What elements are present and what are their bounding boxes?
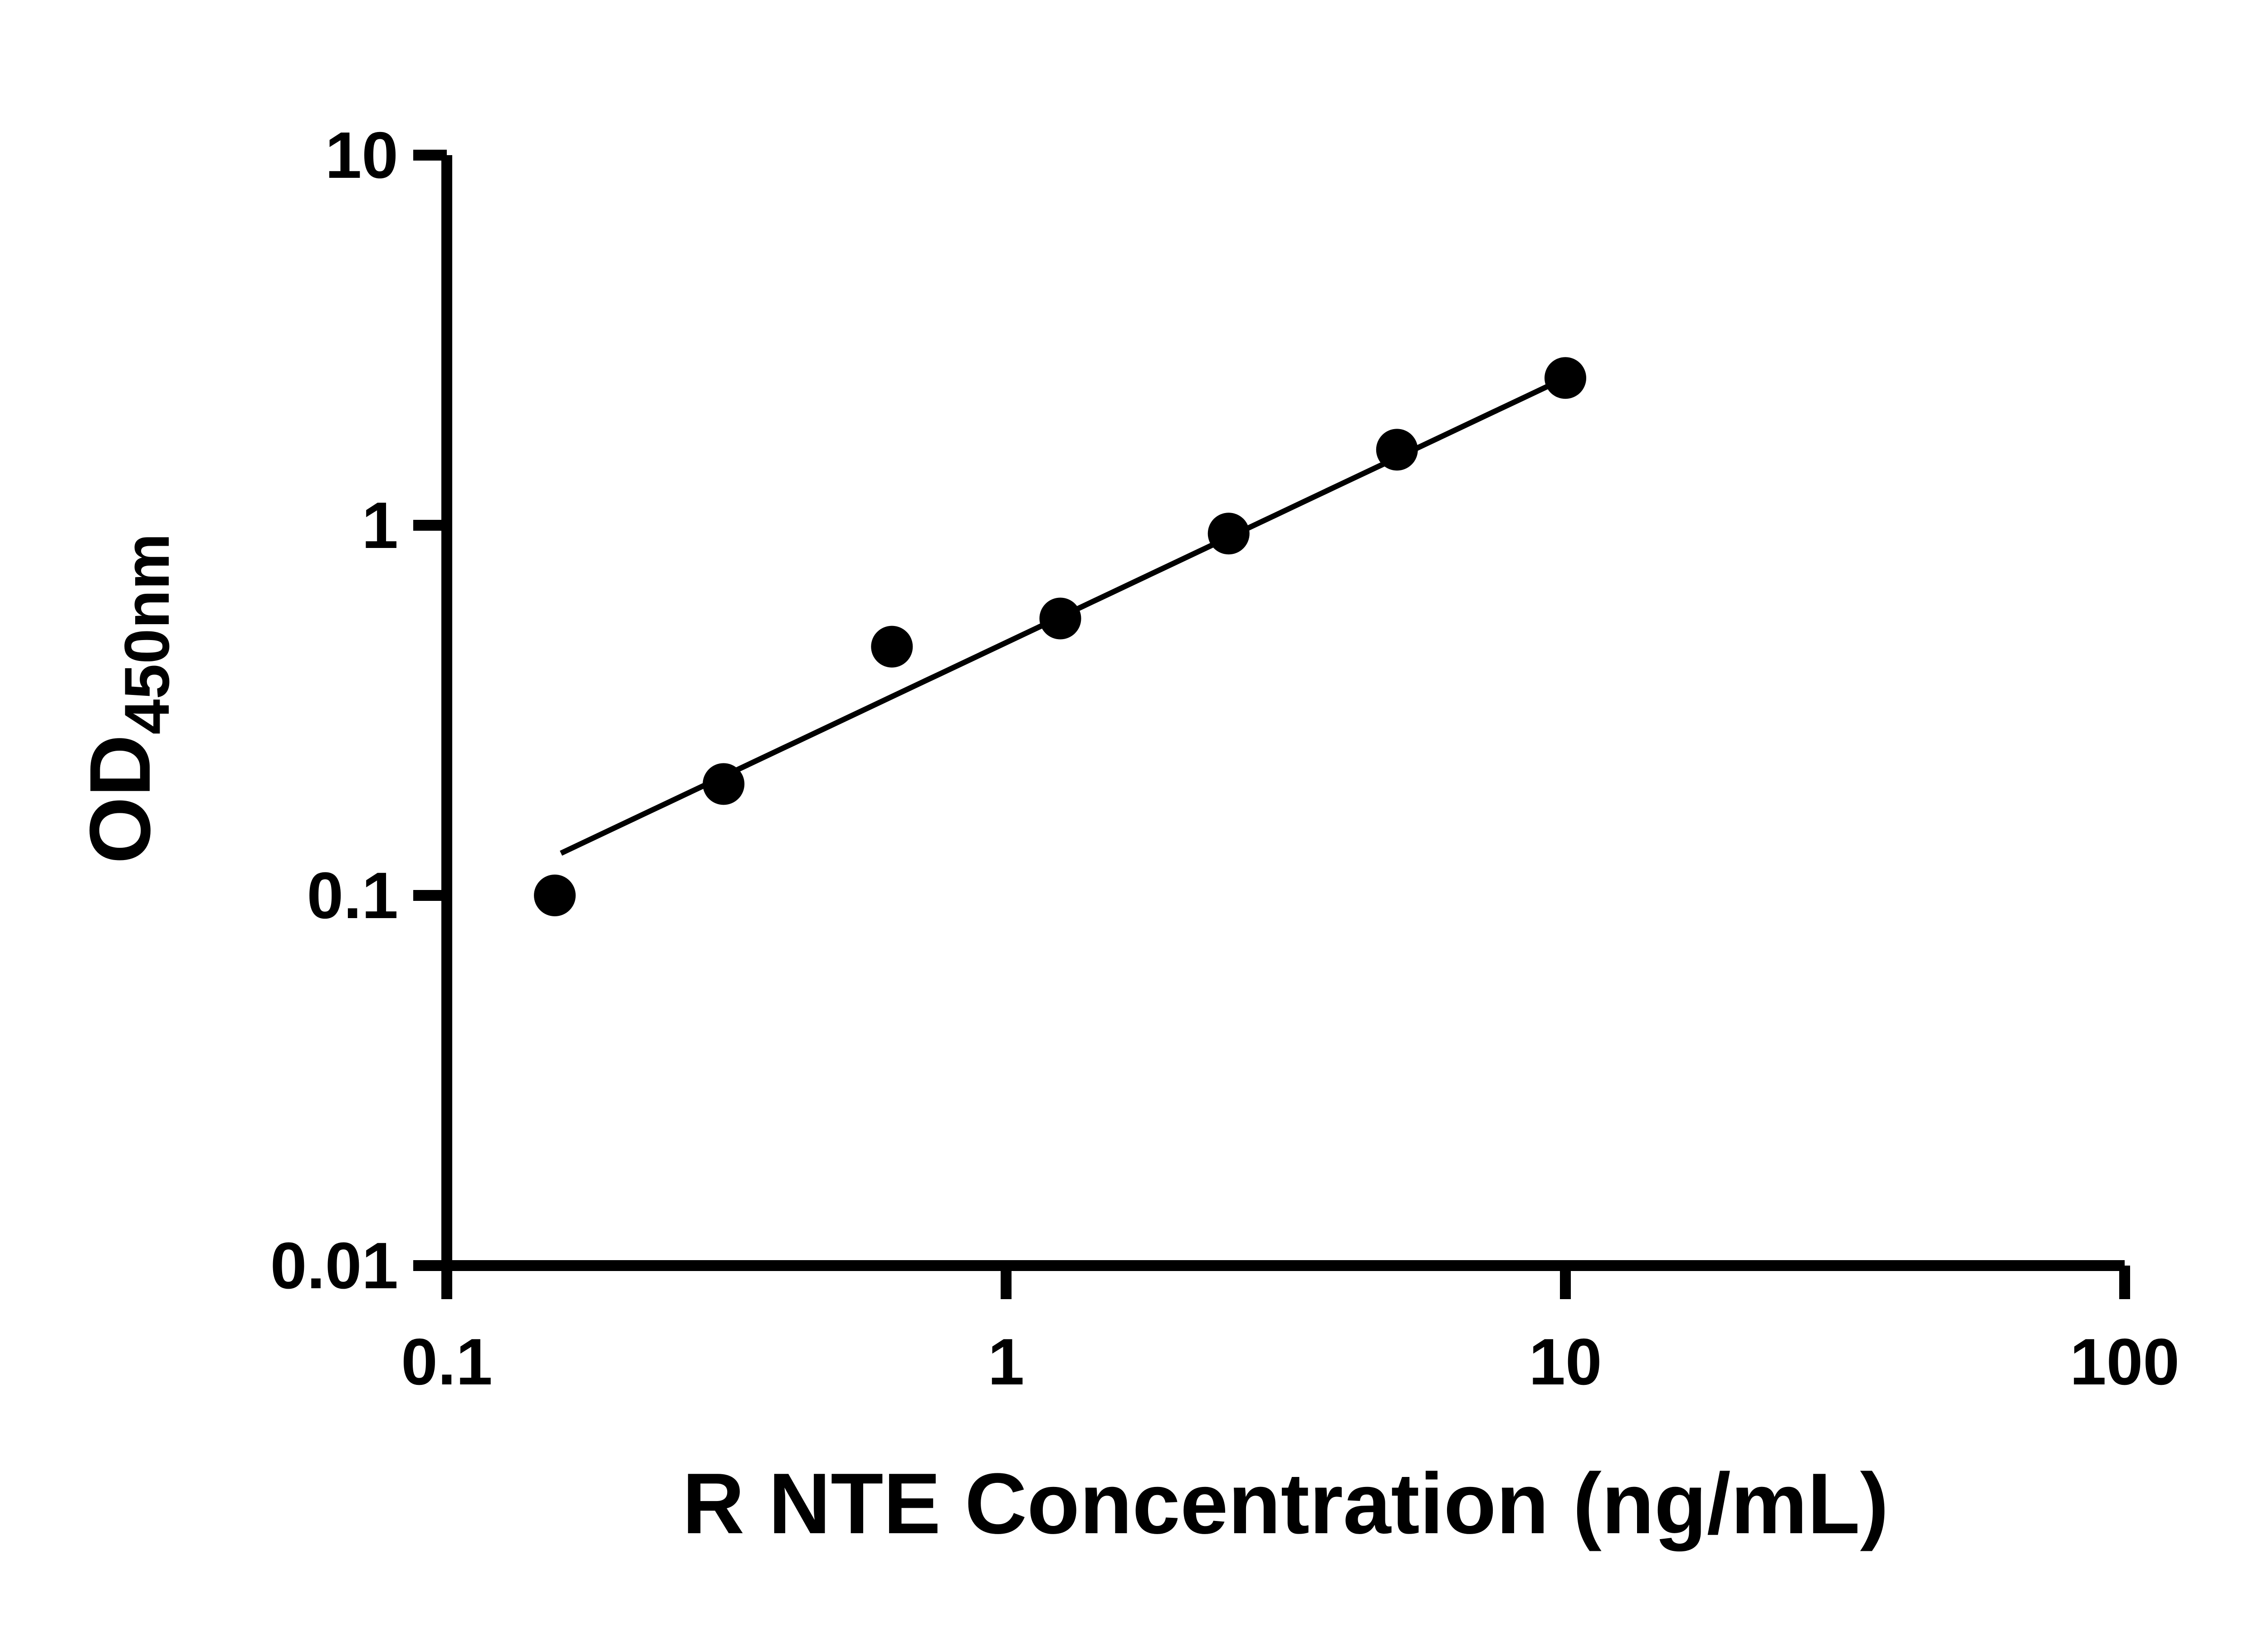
x-axis-tick-label: 100 [2070, 1325, 2180, 1398]
y-axis-tick-label: 0.01 [270, 1229, 398, 1302]
y-axis-tick-label: 1 [362, 489, 398, 562]
data-point [871, 626, 913, 668]
y-axis-tick-label: 0.1 [307, 859, 398, 932]
y-axis-title-subscript: 450nm [111, 533, 182, 735]
data-point [703, 763, 745, 805]
data-point [1207, 513, 1250, 555]
x-axis-title: R NTE Concentration (ng/mL) [682, 1456, 1889, 1552]
data-point [1039, 597, 1081, 640]
data-point [1545, 357, 1586, 399]
x-axis-tick-label: 1 [988, 1325, 1025, 1398]
y-axis-tick-label: 10 [325, 118, 398, 192]
x-axis-tick-label: 0.1 [401, 1325, 493, 1398]
data-point [1376, 429, 1418, 471]
y-axis-title: OD450nm [72, 533, 182, 864]
y-axis-title-main: OD [72, 734, 168, 864]
axes-frame [441, 155, 2125, 1271]
data-point [534, 875, 576, 916]
x-axis-tick-label: 10 [1529, 1325, 1602, 1398]
